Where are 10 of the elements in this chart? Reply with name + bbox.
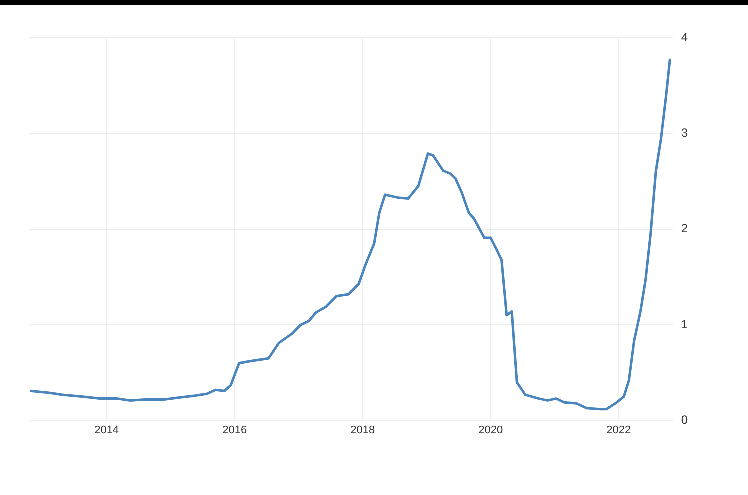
x-tick-label: 2020 bbox=[478, 424, 504, 436]
y-tick-label: 3 bbox=[681, 126, 688, 140]
x-tick-label: 2016 bbox=[222, 424, 248, 436]
y-tick-label: 0 bbox=[681, 413, 688, 428]
x-tick-label: 2022 bbox=[606, 424, 632, 436]
x-tick-label: 2014 bbox=[94, 424, 120, 436]
y-tick-label: 2 bbox=[681, 222, 688, 236]
y-tick-label: 4 bbox=[681, 30, 688, 44]
y-tick-label: 1 bbox=[681, 317, 688, 332]
x-tick-label: 2018 bbox=[350, 424, 376, 436]
